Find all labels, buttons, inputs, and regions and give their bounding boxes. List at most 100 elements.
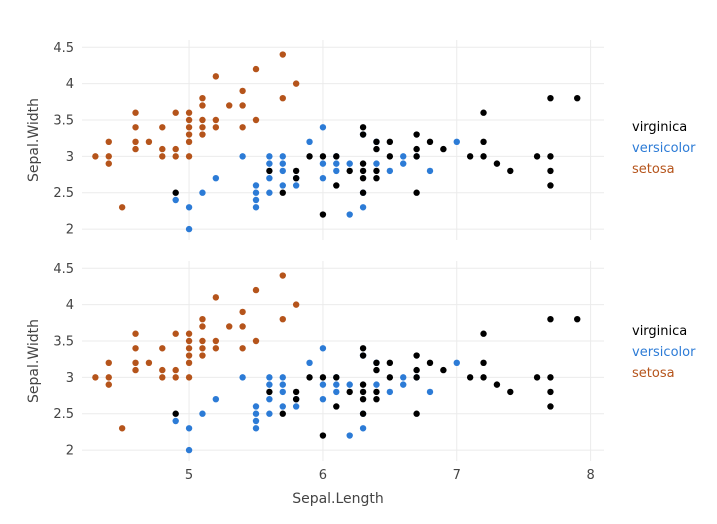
legend-entry-versicolor: versicolor [632, 345, 696, 360]
data-point-versicolor [279, 374, 286, 381]
data-point-versicolor [252, 417, 260, 425]
data-point-versicolor [346, 432, 353, 439]
data-point-versicolor [172, 196, 179, 204]
data-point-setosa [145, 359, 153, 367]
data-point-versicolor [199, 189, 206, 196]
data-point-virginica [547, 315, 554, 323]
data-point-setosa [199, 352, 206, 359]
data-point-setosa [145, 138, 153, 146]
data-point-setosa [105, 153, 112, 160]
panel-1: 2 2.5 3 3.5 4 4.5 Sepal.Width virginica versicol… [26, 40, 696, 240]
data-point-versicolor [266, 174, 273, 182]
data-point-versicolor [400, 381, 407, 388]
data-point-virginica [359, 160, 367, 167]
data-point-versicolor [453, 359, 460, 367]
data-point-virginica [466, 153, 474, 160]
y-tick-label: 2.5 [53, 186, 74, 201]
data-point-virginica [547, 153, 554, 160]
data-point-setosa [185, 374, 193, 381]
data-point-setosa [159, 124, 166, 131]
data-point-virginica [426, 359, 434, 367]
data-point-virginica [547, 403, 554, 410]
data-point-versicolor [185, 225, 193, 233]
data-point-versicolor [252, 189, 260, 196]
data-point-versicolor [386, 167, 394, 175]
data-point-setosa [252, 337, 260, 345]
data-point-setosa [159, 153, 166, 160]
data-point-virginica [373, 366, 380, 374]
data-point-setosa [185, 330, 193, 337]
data-point-versicolor [266, 160, 273, 167]
data-point-virginica [413, 145, 420, 153]
data-point-virginica [413, 366, 420, 374]
data-point-setosa [105, 381, 112, 388]
data-point-setosa [239, 87, 246, 95]
data-point-setosa [212, 73, 220, 80]
data-point-virginica [373, 138, 380, 146]
data-point-versicolor [266, 381, 273, 388]
data-point-versicolor [319, 124, 327, 131]
data-point-virginica [292, 388, 300, 396]
y-tick-label: 2 [66, 444, 74, 459]
legend-entry-setosa: setosa [632, 162, 675, 177]
data-point-virginica [413, 153, 420, 160]
data-point-setosa [185, 109, 193, 116]
data-point-setosa [185, 131, 193, 138]
data-point-virginica [440, 145, 447, 153]
data-point-setosa [226, 102, 233, 109]
data-point-virginica [172, 189, 179, 196]
data-point-versicolor [359, 204, 367, 211]
data-point-versicolor [333, 167, 340, 175]
x-tick-label: 5 [185, 468, 193, 483]
data-point-virginica [279, 410, 286, 417]
data-point-setosa [185, 345, 193, 352]
data-point-virginica [574, 94, 581, 102]
data-point-versicolor [252, 204, 260, 211]
data-point-versicolor [185, 425, 193, 432]
data-point-virginica [547, 167, 554, 175]
data-point-versicolor [453, 138, 460, 146]
data-point-virginica [373, 388, 380, 396]
data-point-versicolor [199, 410, 206, 417]
data-point-setosa [172, 153, 179, 160]
data-point-versicolor [266, 153, 273, 160]
data-point-setosa [199, 315, 206, 323]
legend-entry-virginica: virginica [632, 324, 687, 339]
series-setosa [92, 272, 300, 432]
data-point-setosa [132, 145, 139, 153]
data-point-versicolor [279, 182, 286, 189]
data-point-setosa [172, 145, 179, 153]
data-point-setosa [172, 330, 179, 337]
y-tick-label: 3.5 [53, 114, 74, 129]
data-point-virginica [547, 182, 554, 189]
data-point-virginica [319, 153, 327, 160]
data-point-virginica [333, 153, 340, 160]
data-point-versicolor [346, 211, 353, 218]
data-point-virginica [480, 153, 487, 160]
data-point-setosa [105, 359, 112, 367]
data-point-virginica [359, 345, 367, 352]
data-point-setosa [159, 374, 166, 381]
data-point-setosa [199, 131, 206, 138]
data-point-versicolor [306, 359, 313, 367]
data-point-virginica [493, 160, 501, 167]
data-point-setosa [105, 138, 112, 146]
data-point-virginica [386, 138, 394, 146]
data-point-versicolor [239, 153, 246, 160]
y-tick-label: 3 [66, 150, 74, 165]
data-point-versicolor [239, 374, 246, 381]
x-tick-label: 6 [319, 468, 327, 483]
data-point-virginica [413, 374, 420, 381]
data-point-versicolor [346, 160, 353, 167]
data-point-versicolor [319, 174, 327, 182]
y-tick-label: 2 [66, 223, 74, 238]
data-point-versicolor [306, 138, 313, 146]
data-point-virginica [426, 138, 434, 146]
data-point-setosa [226, 323, 233, 330]
y-tick-label: 4 [66, 298, 74, 313]
data-point-virginica [413, 131, 420, 138]
data-point-setosa [279, 94, 286, 102]
y-tick-label: 3.5 [53, 335, 74, 350]
data-point-virginica [480, 374, 487, 381]
data-point-versicolor [252, 425, 260, 432]
